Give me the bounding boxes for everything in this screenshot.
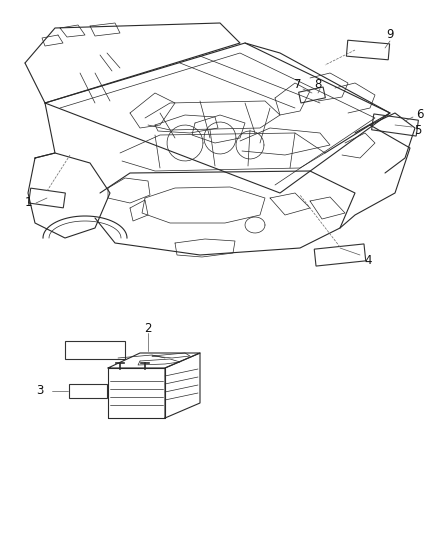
Text: 7: 7: [294, 78, 302, 92]
Text: 1: 1: [24, 197, 32, 209]
Text: 2: 2: [144, 321, 152, 335]
Text: 3: 3: [36, 384, 44, 398]
Text: 6: 6: [416, 109, 424, 122]
Bar: [28, 188, 65, 208]
Bar: [69, 384, 107, 398]
Bar: [299, 87, 325, 103]
Bar: [371, 114, 418, 136]
Bar: [314, 244, 366, 266]
Text: 4: 4: [364, 254, 372, 268]
Text: 9: 9: [386, 28, 394, 42]
Bar: [65, 341, 125, 359]
Text: 8: 8: [314, 78, 321, 92]
Text: 5: 5: [414, 125, 422, 138]
Bar: [346, 40, 390, 60]
